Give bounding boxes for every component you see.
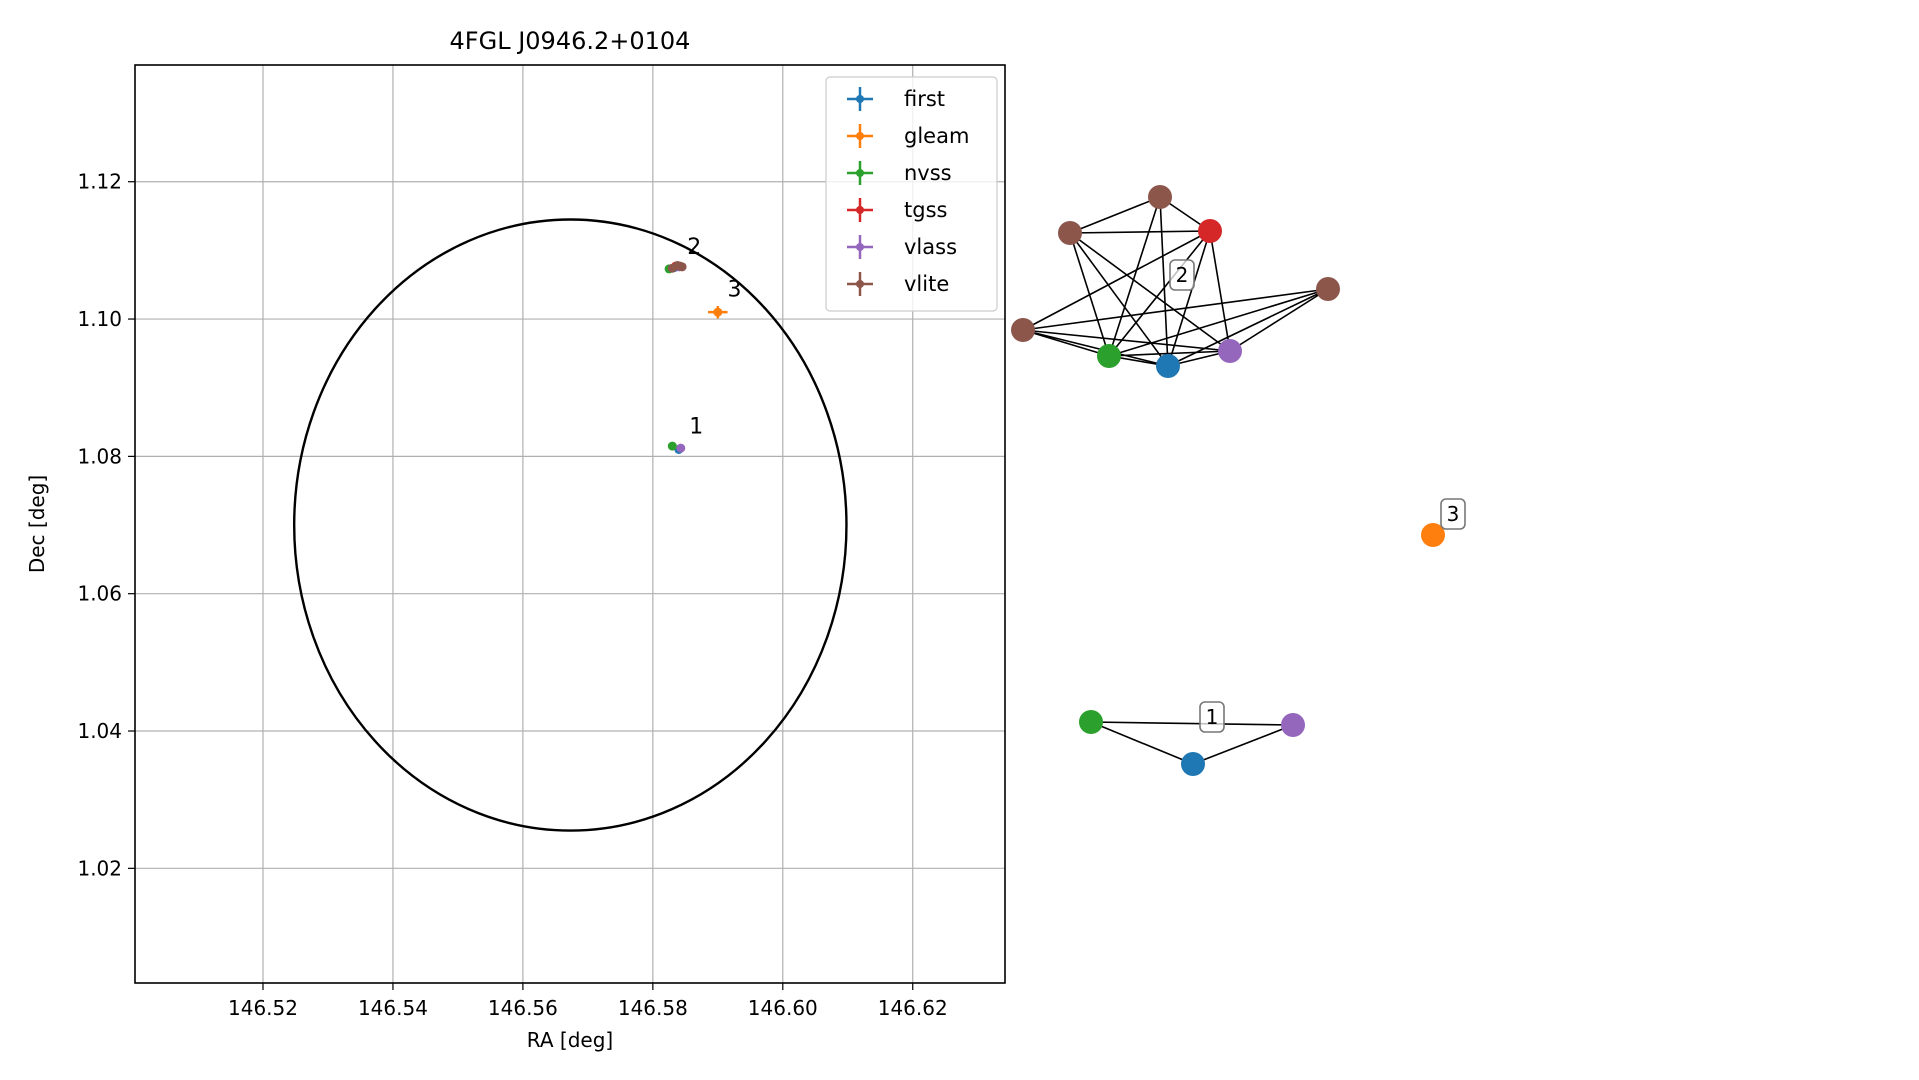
- legend-label: vlite: [904, 272, 949, 296]
- network-node-first: [1156, 354, 1180, 378]
- y-tick-label: 1.10: [77, 307, 122, 331]
- y-tick-label: 1.08: [77, 444, 122, 468]
- network-edge: [1022, 329, 1231, 352]
- network-edge: [1209, 230, 1231, 352]
- x-tick-label: 146.60: [748, 996, 818, 1020]
- network-edge: [1069, 230, 1211, 234]
- network-graph: 2 1 3: [1011, 185, 1466, 776]
- localization-ellipse: [292, 218, 848, 832]
- network-edge: [1090, 721, 1194, 765]
- cluster-label-text: 1: [1206, 705, 1219, 729]
- network-edge: [1108, 230, 1211, 357]
- x-tick-label: 146.56: [488, 996, 558, 1020]
- y-tick-label: 1.04: [77, 719, 122, 743]
- axes-frame: [134, 64, 1006, 984]
- cluster-label-box: [1440, 498, 1466, 530]
- cluster-label: 3: [1440, 498, 1466, 530]
- point-vlite: [667, 263, 677, 273]
- y-tick-label: 1.02: [77, 856, 122, 880]
- network-edge: [1069, 196, 1161, 234]
- cluster-label-text: 3: [1447, 502, 1460, 526]
- network-edge: [1108, 288, 1329, 357]
- network-edge: [1022, 230, 1211, 331]
- legend-swatch-dot: [856, 206, 864, 214]
- legend-entry-tgss: tgss: [847, 198, 947, 222]
- network-edge: [1167, 230, 1211, 367]
- network-node-vlite: [1316, 277, 1340, 301]
- y-tick-label: 1.12: [77, 170, 122, 194]
- point-annotations: 1 2 3: [687, 235, 741, 440]
- network-node-vlite: [1058, 221, 1082, 245]
- y-tick-label: 1.06: [77, 582, 122, 606]
- legend-label: gleam: [904, 124, 969, 148]
- network-edge: [1022, 329, 1169, 367]
- legend-entry-gleam: gleam: [847, 124, 969, 148]
- x-axis-label: RA [deg]: [527, 1028, 613, 1052]
- cluster-label-text: 2: [1176, 263, 1189, 287]
- point-vlass: [676, 443, 686, 453]
- ellipse-outline: [292, 218, 848, 832]
- legend-label: tgss: [904, 198, 947, 222]
- legend-swatch-dot: [856, 243, 864, 251]
- point-marker: [675, 261, 685, 271]
- x-tick-label: 146.52: [228, 996, 298, 1020]
- point-marker: [667, 441, 677, 451]
- legend-swatch-dot: [856, 169, 864, 177]
- point-gleam: [708, 306, 728, 319]
- network-edge: [1069, 232, 1231, 352]
- legend-label: first: [904, 87, 945, 111]
- legend-swatch-dot: [856, 132, 864, 140]
- network-edge: [1229, 288, 1329, 352]
- point-nvss: [667, 441, 677, 451]
- x-tick-label: 146.62: [878, 996, 948, 1020]
- legend: first gleam nvss tgss vlass vlite: [825, 76, 998, 312]
- network-edge: [1192, 724, 1294, 765]
- network-nodes: [1011, 185, 1445, 776]
- point-marker: [676, 443, 686, 453]
- network-node-vlite: [1011, 318, 1035, 342]
- cluster-label: 1: [1199, 701, 1225, 733]
- x-tick-label: 146.58: [618, 996, 688, 1020]
- legend-entry-vlite: vlite: [847, 272, 949, 296]
- point-vlite: [675, 261, 685, 271]
- network-node-nvss: [1097, 344, 1121, 368]
- network-cluster-labels: 2 1 3: [1169, 259, 1466, 733]
- network-node-first: [1181, 752, 1205, 776]
- point-marker: [713, 307, 723, 317]
- legend-entry-first: first: [847, 87, 945, 111]
- network-node-vlass: [1281, 713, 1305, 737]
- network-edge: [1022, 288, 1329, 331]
- legend-swatch-dot: [856, 95, 864, 103]
- legend-label: nvss: [904, 161, 952, 185]
- axis-ticks: 146.52 146.54 146.56 146.58 146.60 146.62 1.02…: [77, 170, 947, 1020]
- legend-entry-vlass: vlass: [847, 235, 957, 259]
- cluster-label: 2: [1169, 259, 1195, 291]
- x-tick-label: 146.54: [358, 996, 428, 1020]
- annotation-label: 1: [689, 415, 703, 440]
- network-edges: [1022, 196, 1329, 765]
- chart-title: 4FGL J0946.2+0104: [450, 27, 691, 55]
- y-axis-label: Dec [deg]: [25, 475, 49, 573]
- network-node-gleam: [1421, 523, 1445, 547]
- network-node-vlass: [1218, 339, 1242, 363]
- network-node-nvss: [1079, 710, 1103, 734]
- network-node-tgss: [1198, 219, 1222, 243]
- annotation-label: 2: [687, 235, 701, 260]
- legend-label: vlass: [904, 235, 957, 259]
- cluster-label-box: [1199, 701, 1225, 733]
- legend-swatch-dot: [856, 280, 864, 288]
- source-points: [664, 260, 728, 455]
- cluster-label-box: [1169, 259, 1195, 291]
- point-marker: [667, 263, 677, 273]
- network-edge: [1090, 721, 1294, 726]
- scatter-chart: 1 2 3 146.52 146.54 146.56 146.58 146.60 146.62…: [25, 27, 1006, 1052]
- legend-entry-nvss: nvss: [847, 161, 952, 185]
- network-edge: [1108, 350, 1231, 357]
- annotation-label: 3: [728, 277, 742, 302]
- network-edge: [1108, 196, 1161, 357]
- network-node-vlite: [1148, 185, 1172, 209]
